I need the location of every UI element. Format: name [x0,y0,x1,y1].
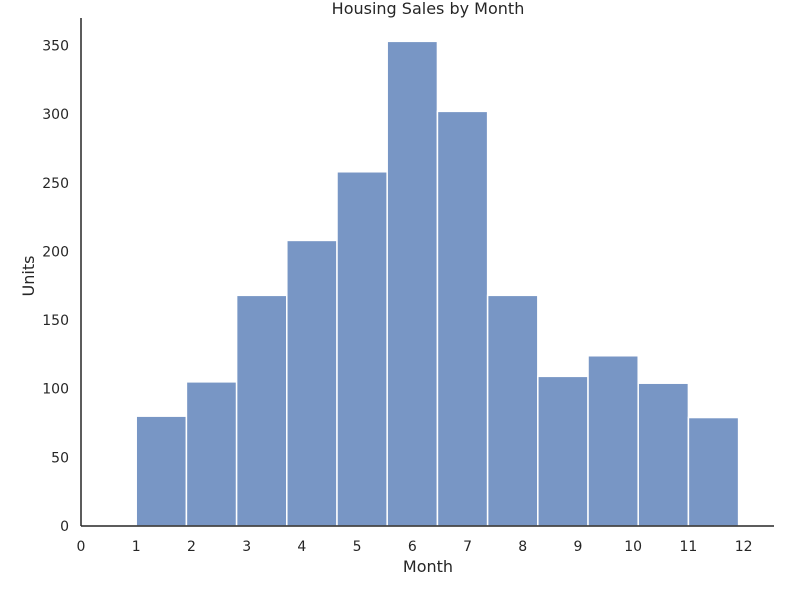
chart-title: Housing Sales by Month [332,0,525,18]
x-tick-label: 11 [679,539,697,555]
x-tick-label: 9 [574,539,583,555]
x-tick-label: 4 [297,539,306,555]
x-tick-label: 10 [624,539,642,555]
bars-group [135,40,740,527]
x-axis-label: Month [403,557,453,576]
y-tick-label: 0 [60,519,69,535]
y-tick-label: 200 [42,244,69,260]
bar-11 [637,382,690,527]
bar-8 [486,294,539,527]
bar-5 [336,171,388,527]
bar-10 [587,355,639,527]
y-tick-label: 350 [42,38,69,54]
bar-2 [185,381,238,527]
x-axis-ticks: 0 1 2 3 4 5 6 7 8 9 10 11 12 [77,539,753,555]
x-tick-label: 12 [735,539,753,555]
x-tick-label: 7 [463,539,472,555]
x-tick-label: 6 [408,539,417,555]
x-tick-label: 0 [77,539,86,555]
bar-7 [436,110,489,527]
axes-group [80,18,774,527]
bar-4 [286,239,338,527]
y-axis-ticks: 0 50 100 150 200 250 300 350 [42,38,69,535]
y-tick-label: 100 [42,382,69,398]
bar-9 [537,375,589,527]
x-tick-label: 2 [187,539,196,555]
y-tick-label: 50 [51,450,69,466]
bar-3 [235,294,288,527]
x-tick-label: 3 [242,539,251,555]
x-tick-label: 1 [132,539,141,555]
x-tick-label: 5 [353,539,362,555]
bar-6 [386,40,439,527]
y-axis-label: Units [19,256,38,297]
x-tick-label: 8 [518,539,527,555]
y-tick-label: 300 [42,107,69,123]
bar-1 [135,415,188,527]
y-tick-label: 250 [42,176,69,192]
y-tick-label: 150 [42,313,69,329]
bar-12 [687,416,740,527]
